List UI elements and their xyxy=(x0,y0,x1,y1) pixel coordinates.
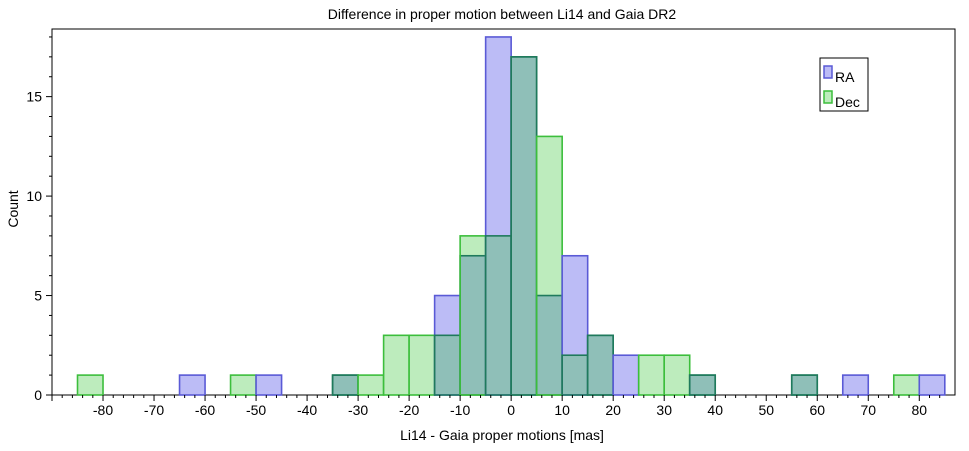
bar-dec xyxy=(460,235,486,256)
bar-overlap xyxy=(689,375,716,395)
x-tick-label: 50 xyxy=(758,402,774,418)
y-tick-label: 10 xyxy=(26,188,42,204)
legend: RA Dec xyxy=(819,57,869,112)
bar-ra xyxy=(485,36,512,236)
x-tick-label: -50 xyxy=(246,402,266,418)
x-tick-label: 10 xyxy=(554,402,570,418)
bar-dec-outline xyxy=(76,374,104,396)
bar-ra-outline xyxy=(178,374,206,396)
x-tick-label: 40 xyxy=(707,402,723,418)
bar-ra xyxy=(562,255,588,356)
bar-overlap xyxy=(536,295,563,395)
chart-title: Difference in proper motion between Li14… xyxy=(328,6,677,22)
y-tick-label: 5 xyxy=(34,288,42,304)
x-tick-label: 70 xyxy=(860,402,876,418)
y-axis-label: Count xyxy=(5,190,21,227)
bar-dec xyxy=(664,355,690,395)
bar-ra xyxy=(613,355,639,395)
bar-dec xyxy=(536,136,563,296)
x-tick-label: 80 xyxy=(911,402,927,418)
legend-swatch-ra xyxy=(823,65,833,79)
bar-dec xyxy=(409,335,435,395)
bar-dec xyxy=(358,375,384,395)
bar-dec xyxy=(77,375,104,395)
bar-overlap xyxy=(434,335,461,395)
axes: -80 -70 -60 -50 -40 -30 -20 -10 0 10 20 30 40 50 60 70 8… xyxy=(26,36,941,418)
plot-area: -80 -70 -60 -50 -40 -30 -20 -10 0 10 20 30 40 50 60 70 8… xyxy=(26,28,956,418)
bar-ra-outline xyxy=(918,374,946,396)
bar-ra-outline xyxy=(841,374,870,396)
legend-swatch-dec xyxy=(823,90,833,104)
x-tick-label: 60 xyxy=(809,402,825,418)
bar-overlap xyxy=(485,235,512,395)
legend-label-ra: RA xyxy=(835,69,855,85)
bar-dec xyxy=(383,335,410,395)
bar-overlap xyxy=(587,335,614,395)
bar-ra xyxy=(434,295,461,336)
bar-ra xyxy=(842,375,869,395)
bar-ra xyxy=(256,375,282,395)
bar-overlap xyxy=(562,355,588,395)
x-tick-label: -20 xyxy=(399,402,419,418)
x-tick-label: 30 xyxy=(656,402,672,418)
bar-dec-outline xyxy=(688,374,717,396)
bar-overlap xyxy=(791,375,818,395)
x-axis-label: Li14 - Gaia proper motions [mas] xyxy=(400,427,604,443)
bar-overlap xyxy=(332,375,359,395)
x-tick-label: -70 xyxy=(144,402,164,418)
bar-ra xyxy=(919,375,945,395)
x-tick-label: 0 xyxy=(507,402,515,418)
bar-ra-outline xyxy=(255,374,283,396)
y-tick-label: 15 xyxy=(26,89,42,105)
bar-ra xyxy=(179,375,206,395)
bar-dec xyxy=(230,375,257,395)
y-tick-label: 0 xyxy=(34,387,42,403)
x-tick-label: -80 xyxy=(93,402,113,418)
bar-dec xyxy=(638,355,665,395)
x-tick-label: -10 xyxy=(450,402,470,418)
x-tick-label: -40 xyxy=(297,402,317,418)
bar-dec xyxy=(893,375,920,395)
x-tick-label: -60 xyxy=(195,402,215,418)
x-tick-label: 20 xyxy=(605,402,621,418)
legend-label-dec: Dec xyxy=(835,94,860,110)
bar-overlap xyxy=(511,56,537,395)
bar-dec-outline xyxy=(790,374,819,396)
x-tick-label: -30 xyxy=(348,402,368,418)
bar-overlap xyxy=(460,255,486,395)
